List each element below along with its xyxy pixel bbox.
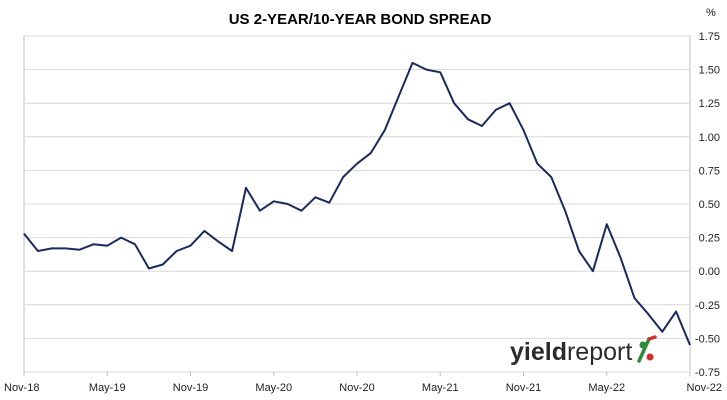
chart-title: US 2-YEAR/10-YEAR BOND SPREAD (229, 11, 492, 28)
y-axis-unit: % (706, 7, 716, 19)
series-line (23, 61, 691, 346)
x-tick-label: Nov-22 (687, 382, 722, 394)
svg-text:yieldreport: yieldreport (510, 338, 632, 366)
y-tick-label: 0.25 (699, 233, 720, 245)
y-tick-label: -0.25 (695, 300, 720, 312)
logo-percent-icon (637, 335, 657, 363)
y-tick-label: 0.00 (699, 266, 720, 278)
y-tick-label: 1.75 (699, 31, 720, 43)
x-tick-label: May-19 (89, 382, 126, 394)
x-tick-label: Nov-18 (4, 382, 39, 394)
y-tick-label: 0.75 (699, 165, 720, 177)
yieldreport-logo: yieldreport (510, 335, 657, 366)
x-axis: Nov-18 May-19 Nov-19 May-20 Nov-20 May-21 Nov-… (4, 372, 722, 394)
gridlines (24, 35, 690, 373)
y-tick-label: -0.50 (695, 333, 720, 345)
x-tick-label: May-20 (255, 382, 292, 394)
logo-text-light: report (567, 338, 632, 366)
x-tick-label: Nov-19 (173, 382, 208, 394)
x-tick-label: Nov-20 (339, 382, 374, 394)
logo-text-bold: yield (510, 338, 567, 366)
y-tick-label: -0.75 (695, 367, 720, 379)
y-tick-label: 1.25 (699, 98, 720, 110)
y-tick-label: 1.00 (699, 132, 720, 144)
x-tick-label: May-21 (422, 382, 459, 394)
y-tick-label: 0.50 (699, 199, 720, 211)
x-tick-label: Nov-21 (506, 382, 541, 394)
x-tick-label: May-22 (588, 382, 625, 394)
y-axis: 1.75 1.50 1.25 1.00 0.75 0.50 0.25 0.00 -0.25 -0.… (695, 31, 720, 379)
y-tick-label: 1.50 (699, 65, 720, 77)
